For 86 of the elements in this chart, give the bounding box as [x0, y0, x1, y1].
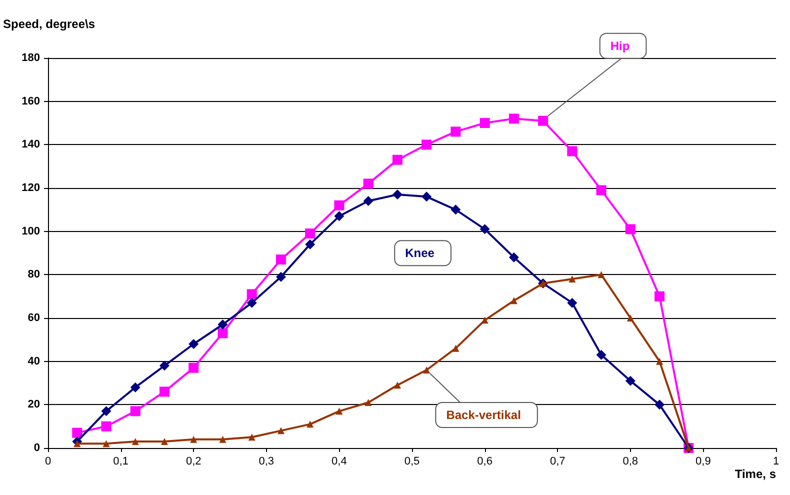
point [508, 114, 519, 124]
point [363, 196, 374, 206]
point [130, 406, 140, 416]
point [625, 376, 636, 386]
point [538, 116, 548, 126]
y-tick-label: 180 [22, 52, 40, 64]
point [363, 178, 374, 189]
point [392, 154, 402, 165]
x-tick-label: 0,1 [113, 456, 128, 468]
point [219, 436, 226, 443]
x-tick-label: 0 [44, 456, 52, 468]
point [188, 339, 199, 349]
x-tick-label: 1 [772, 456, 780, 468]
point [392, 190, 402, 200]
point [654, 291, 665, 302]
y-tick-label: 20 [28, 398, 40, 411]
point [130, 382, 140, 392]
point [72, 428, 82, 438]
point [423, 366, 430, 374]
x-tick-label: 0,9 [696, 456, 711, 468]
point [305, 228, 316, 238]
y-axis-title: Speed, degree\s [3, 17, 96, 31]
x-tick-label: 0,8 [622, 456, 638, 468]
point [450, 204, 461, 215]
point [277, 427, 284, 434]
point [625, 224, 636, 234]
point [364, 399, 372, 406]
point [422, 192, 432, 202]
point [188, 362, 199, 373]
point [480, 224, 490, 234]
point [159, 386, 170, 397]
point [74, 440, 81, 448]
point [654, 400, 665, 410]
point [567, 146, 578, 156]
point [567, 298, 578, 308]
text: Hip [610, 38, 630, 53]
point [334, 211, 344, 222]
point [276, 254, 286, 264]
point [246, 298, 257, 308]
point [218, 328, 228, 338]
y-tick-label: 140 [22, 138, 40, 151]
x-tick-label: 0,6 [477, 456, 492, 468]
y-tick-label: 160 [22, 95, 40, 108]
x-tick-label: 0,2 [186, 456, 202, 468]
point [334, 200, 344, 210]
point [102, 440, 110, 448]
x-tick-label: 0,5 [404, 456, 420, 468]
x-tick-label: 0,3 [258, 456, 274, 468]
point [101, 406, 112, 416]
point [480, 118, 490, 128]
point [101, 421, 112, 432]
point [246, 289, 257, 300]
point [452, 344, 460, 352]
text: Back-vertikal [446, 408, 521, 422]
point [159, 360, 170, 371]
y-tick-label: 0 [34, 442, 40, 454]
point [481, 316, 488, 324]
point [160, 438, 168, 445]
y-tick-label: 60 [28, 312, 40, 324]
point [132, 438, 139, 445]
point [276, 272, 286, 282]
point [305, 239, 316, 250]
point [596, 185, 606, 196]
point [218, 320, 228, 330]
point [394, 382, 401, 389]
point [596, 350, 606, 360]
point [190, 436, 198, 443]
point [508, 252, 519, 262]
point [336, 408, 343, 415]
x-tick-label: 0,7 [550, 456, 566, 468]
x-axis-title: Time, s [734, 467, 776, 481]
y-tick-label: 100 [22, 225, 40, 238]
x-tick-label: 0,4 [332, 456, 347, 468]
point [568, 276, 576, 282]
y-tick-label: 120 [22, 182, 40, 194]
text: Knee [405, 246, 435, 260]
point [656, 358, 664, 365]
point [598, 271, 605, 278]
point [248, 434, 256, 441]
y-tick-label: 80 [28, 268, 40, 281]
y-tick-label: 40 [28, 355, 40, 368]
point [626, 314, 634, 322]
point [510, 297, 518, 304]
point [306, 420, 314, 428]
point [422, 140, 432, 150]
point [450, 126, 461, 137]
